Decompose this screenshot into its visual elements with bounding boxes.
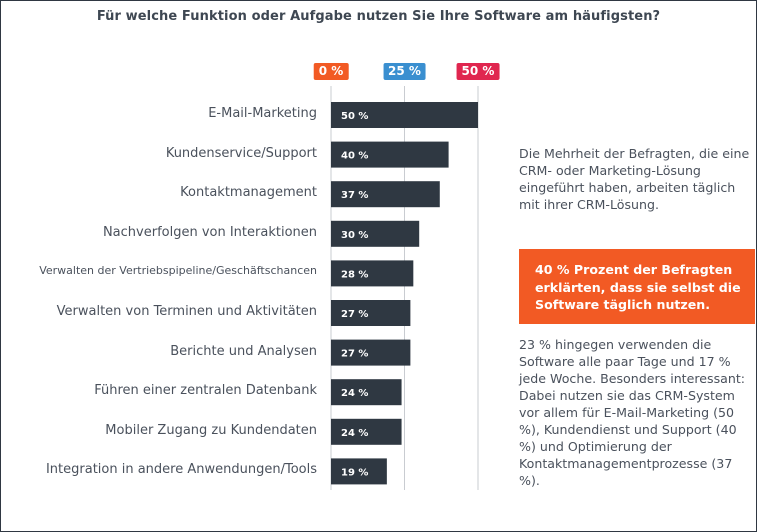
category-label: E-Mail-Marketing bbox=[208, 106, 317, 121]
bar-value-label: 24 % bbox=[341, 428, 368, 439]
intro-paragraph: Die Mehrheit der Befragten, die eine CRM… bbox=[519, 146, 750, 212]
bar-value-label: 40 % bbox=[341, 151, 368, 162]
category-label: Kundenservice/Support bbox=[165, 145, 317, 161]
bar-value-label: 28 % bbox=[341, 269, 368, 280]
bar bbox=[331, 260, 414, 287]
category-label: Kontaktmanagement bbox=[180, 185, 317, 201]
bar-value-label: 19 % bbox=[341, 467, 368, 478]
category-label: Integration in andere Anwendungen/Tools bbox=[45, 462, 317, 478]
bar bbox=[331, 379, 402, 406]
bar-value-label: 30 % bbox=[341, 230, 368, 241]
bar bbox=[331, 300, 411, 326]
category-label: Nachverfolgen von Interaktionen bbox=[102, 224, 317, 240]
category-label: Verwalten von Terminen und Aktivitäten bbox=[56, 304, 317, 319]
bar-value-label: 27 % bbox=[341, 309, 368, 320]
category-label: Mobiler Zugang zu Kundendaten bbox=[105, 422, 317, 438]
bar bbox=[331, 458, 387, 485]
bar bbox=[331, 102, 478, 128]
tick-label-50: 50 % bbox=[456, 63, 500, 80]
category-label: Führen einer zentralen Datenbank bbox=[94, 383, 317, 399]
chart-title: Für welche Funktion oder Aufgabe nutzen … bbox=[96, 9, 661, 24]
bar bbox=[331, 181, 440, 208]
bar-value-label: 27 % bbox=[341, 349, 368, 360]
bar-value-label: 50 % bbox=[341, 111, 368, 122]
category-label: Verwalten der Vertriebspipeline/Geschäft… bbox=[39, 264, 317, 278]
highlight-callout: 40 % Prozent der Befragten erklärten, da… bbox=[519, 249, 755, 324]
bar bbox=[331, 418, 402, 445]
bar bbox=[331, 141, 449, 168]
bar-value-label: 37 % bbox=[341, 190, 368, 201]
category-label: Berichte und Analysen bbox=[170, 343, 317, 359]
tick-label-25: 25 % bbox=[383, 63, 426, 80]
bar-value-label: 24 % bbox=[341, 388, 368, 399]
detail-paragraph: 23 % hingegen verwenden die Software all… bbox=[519, 337, 746, 488]
tick-label-0: 0 % bbox=[313, 63, 349, 80]
bar bbox=[331, 339, 411, 366]
bar bbox=[331, 220, 420, 247]
